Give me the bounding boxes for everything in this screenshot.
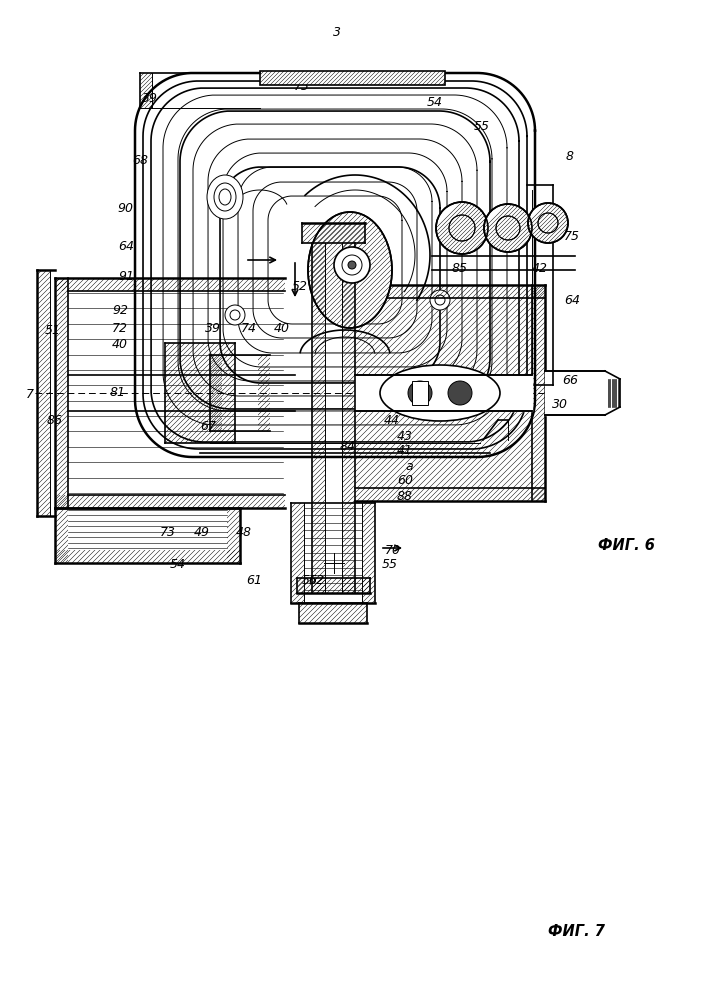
Text: ФИГ. 7: ФИГ. 7 <box>548 924 605 940</box>
Text: 70: 70 <box>385 544 401 556</box>
Text: 7: 7 <box>26 388 34 401</box>
Text: 68: 68 <box>132 153 148 166</box>
Circle shape <box>496 216 520 240</box>
Text: 84: 84 <box>340 440 356 454</box>
Circle shape <box>430 290 450 310</box>
Text: 81: 81 <box>110 385 126 398</box>
Text: 55: 55 <box>302 574 318 586</box>
Text: 49: 49 <box>194 526 210 538</box>
Text: 39: 39 <box>205 322 221 336</box>
Text: 66: 66 <box>562 373 578 386</box>
Circle shape <box>225 305 245 325</box>
Text: 73: 73 <box>294 80 310 93</box>
Text: 41: 41 <box>397 444 413 458</box>
Text: 74: 74 <box>241 322 257 336</box>
Text: 42: 42 <box>532 261 548 274</box>
Text: 51: 51 <box>45 324 61 336</box>
Circle shape <box>348 261 356 269</box>
Circle shape <box>230 310 240 320</box>
Text: 30: 30 <box>552 398 568 412</box>
Text: 61: 61 <box>246 574 262 586</box>
Text: ФИГ. 6: ФИГ. 6 <box>598 538 655 552</box>
Circle shape <box>342 255 362 275</box>
Text: 88: 88 <box>397 489 413 502</box>
Text: 92: 92 <box>112 304 128 316</box>
Text: 55: 55 <box>382 558 398 572</box>
Ellipse shape <box>219 189 231 205</box>
Circle shape <box>448 381 472 405</box>
Text: 67: 67 <box>200 420 216 432</box>
Circle shape <box>538 213 558 233</box>
Circle shape <box>528 203 568 243</box>
Circle shape <box>408 381 432 405</box>
Polygon shape <box>355 375 532 411</box>
Bar <box>260 71 445 85</box>
Text: 40: 40 <box>274 322 290 336</box>
Ellipse shape <box>207 175 243 219</box>
Circle shape <box>484 204 532 252</box>
Text: 91: 91 <box>118 270 134 284</box>
Bar <box>412 381 428 405</box>
Text: 44: 44 <box>384 414 400 426</box>
Text: 72: 72 <box>112 322 128 336</box>
Text: 64: 64 <box>564 294 580 306</box>
Circle shape <box>334 247 370 283</box>
Text: 90: 90 <box>117 202 133 215</box>
Text: 73: 73 <box>160 526 176 538</box>
Circle shape <box>449 215 475 241</box>
Polygon shape <box>545 371 605 415</box>
Text: 43: 43 <box>397 430 413 442</box>
Text: 60: 60 <box>397 475 413 488</box>
Text: 75: 75 <box>564 230 580 242</box>
Text: 67: 67 <box>384 398 400 412</box>
Text: 8: 8 <box>566 149 574 162</box>
Circle shape <box>436 202 488 254</box>
Text: 64: 64 <box>118 240 134 253</box>
Text: 52: 52 <box>292 279 308 292</box>
Ellipse shape <box>308 212 392 328</box>
Text: 54: 54 <box>170 558 186 572</box>
Ellipse shape <box>214 183 236 211</box>
Text: 55: 55 <box>474 119 490 132</box>
Text: 62: 62 <box>308 574 324 586</box>
Text: a: a <box>405 460 413 473</box>
Text: 40: 40 <box>112 338 128 351</box>
Text: 48: 48 <box>236 526 252 538</box>
Text: 54: 54 <box>427 96 443 108</box>
Text: 86: 86 <box>47 414 63 426</box>
Ellipse shape <box>380 365 500 421</box>
Text: 39: 39 <box>142 93 158 105</box>
Text: 85: 85 <box>452 261 468 274</box>
Text: 44: 44 <box>372 266 388 279</box>
Circle shape <box>435 295 445 305</box>
Text: 3: 3 <box>333 26 341 39</box>
